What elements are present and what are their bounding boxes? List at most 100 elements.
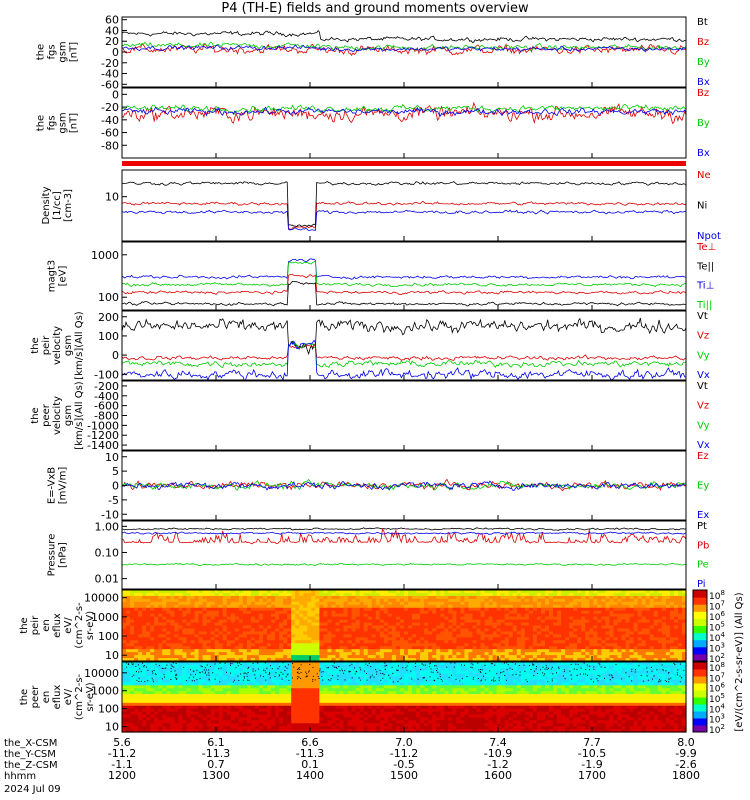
spectrogram-cell bbox=[234, 670, 240, 675]
spectrogram-cell bbox=[202, 726, 208, 730]
spectrogram-cell bbox=[331, 711, 337, 716]
spectrogram-cell bbox=[605, 637, 611, 641]
spectrogram-cell bbox=[319, 662, 325, 666]
spectrogram-cell bbox=[178, 667, 184, 672]
spectrogram-cell bbox=[371, 598, 377, 603]
spectrogram-cell bbox=[339, 613, 345, 618]
spectrogram-cell bbox=[311, 685, 316, 689]
spectrogram-cell bbox=[295, 699, 300, 704]
spectrogram-cell bbox=[540, 601, 546, 606]
spectrogram-cell bbox=[263, 592, 268, 597]
spectrogram-cell bbox=[444, 604, 449, 609]
spectrogram-cell bbox=[343, 673, 349, 678]
spectrogram-cell bbox=[218, 625, 224, 630]
spectrogram-cell bbox=[174, 652, 179, 656]
spectrogram-cell bbox=[186, 625, 192, 630]
spectrogram-cell bbox=[681, 607, 687, 612]
spectrogram-cell bbox=[387, 598, 393, 603]
spectrogram-cell bbox=[504, 590, 510, 594]
spectrogram-cell bbox=[460, 634, 466, 638]
spectrogram-cell bbox=[214, 637, 220, 641]
spectrogram-cell bbox=[383, 590, 389, 594]
spectrogram-cell bbox=[182, 610, 188, 615]
spectrogram-cell bbox=[307, 613, 312, 618]
spectrogram-cell bbox=[665, 598, 671, 603]
spectrogram-cell bbox=[307, 705, 312, 710]
spectrogram-cell bbox=[436, 640, 441, 644]
spectrogram-cell bbox=[581, 643, 586, 647]
spectrogram-cell bbox=[549, 622, 554, 627]
spectrogram-cell bbox=[484, 646, 490, 650]
spectrogram-cell bbox=[649, 637, 655, 641]
spectrogram-cell bbox=[617, 598, 623, 603]
spectrogram-cell bbox=[621, 619, 627, 624]
spectrogram-cell bbox=[230, 604, 236, 609]
spectrogram-cell bbox=[170, 590, 175, 594]
spectrogram-cell bbox=[311, 592, 316, 597]
spectrogram-cell bbox=[142, 634, 147, 638]
spectrogram-cell bbox=[387, 646, 393, 650]
spectrogram-cell bbox=[347, 598, 353, 603]
spectrogram-cell bbox=[343, 610, 349, 615]
spectrogram-cell bbox=[577, 616, 582, 621]
spectrogram-cell bbox=[633, 637, 639, 641]
spectrogram-cell bbox=[319, 667, 325, 672]
spectrogram-cell bbox=[335, 720, 341, 724]
spectrogram-cell bbox=[182, 607, 188, 612]
spectrogram-cell bbox=[597, 595, 602, 600]
spectrogram-cell bbox=[460, 598, 466, 603]
spectrogram-cell bbox=[512, 616, 518, 621]
spectrogram-cell bbox=[174, 619, 179, 624]
spectrogram-cell bbox=[355, 631, 361, 635]
spectrogram-cell bbox=[391, 658, 397, 662]
spectrogram-cell bbox=[146, 711, 151, 716]
spectrogram-cell bbox=[178, 613, 184, 618]
spectrogram-cell bbox=[198, 643, 204, 647]
spectrogram-cell bbox=[295, 705, 300, 710]
spectrogram-cell bbox=[561, 613, 566, 618]
spectrogram-cell bbox=[230, 662, 236, 666]
spectrogram-cell bbox=[609, 607, 615, 612]
spectrogram-cell bbox=[158, 646, 163, 650]
spectrogram-cell bbox=[621, 613, 627, 618]
spectrogram-cell bbox=[395, 646, 401, 650]
spectrogram-cell bbox=[351, 726, 357, 730]
spectrogram-cell bbox=[359, 643, 365, 647]
spectrogram-cell bbox=[492, 613, 498, 618]
spectrogram-cell bbox=[343, 682, 349, 686]
spectrogram-cell bbox=[557, 595, 562, 600]
spectrogram-cell bbox=[138, 640, 143, 644]
spectrogram-cell bbox=[122, 619, 127, 624]
spectrogram-cell bbox=[347, 714, 353, 719]
y-tick-label: 10 bbox=[105, 649, 119, 662]
spectrogram-cell bbox=[593, 625, 598, 630]
spectrogram-cell bbox=[633, 628, 639, 633]
spectrogram-cell bbox=[258, 723, 264, 727]
spectrogram-cell bbox=[166, 685, 171, 689]
spectrogram-cell bbox=[238, 640, 244, 644]
spectrogram-cell bbox=[585, 610, 590, 615]
spectrogram-cell bbox=[178, 664, 184, 669]
spectrogram-cell bbox=[468, 601, 474, 606]
spectrogram-cell bbox=[307, 607, 312, 612]
spectrogram-cell bbox=[210, 646, 216, 650]
spectrogram-cell bbox=[162, 676, 167, 681]
spectrogram-cell bbox=[166, 613, 171, 618]
spectrogram-cell bbox=[609, 652, 615, 656]
spectrogram-cell bbox=[174, 726, 179, 730]
spectrogram-cell bbox=[601, 604, 607, 609]
spectrogram-cell bbox=[609, 640, 615, 644]
spectrogram-cell bbox=[158, 702, 163, 707]
spectrogram-cell bbox=[174, 592, 179, 597]
spectrogram-cell bbox=[661, 619, 667, 624]
spectrogram-cell bbox=[218, 601, 224, 606]
spectrogram-cell bbox=[166, 649, 171, 653]
spectrogram-cell bbox=[154, 726, 159, 730]
spectrogram-cell bbox=[202, 679, 208, 684]
spectrogram-cell bbox=[291, 604, 296, 609]
spectrogram-cell bbox=[327, 634, 333, 638]
spectrogram-cell bbox=[287, 682, 292, 686]
spectrogram-cell bbox=[299, 667, 304, 672]
spectrogram-cell bbox=[371, 652, 377, 656]
spectrogram-cell bbox=[250, 717, 256, 721]
